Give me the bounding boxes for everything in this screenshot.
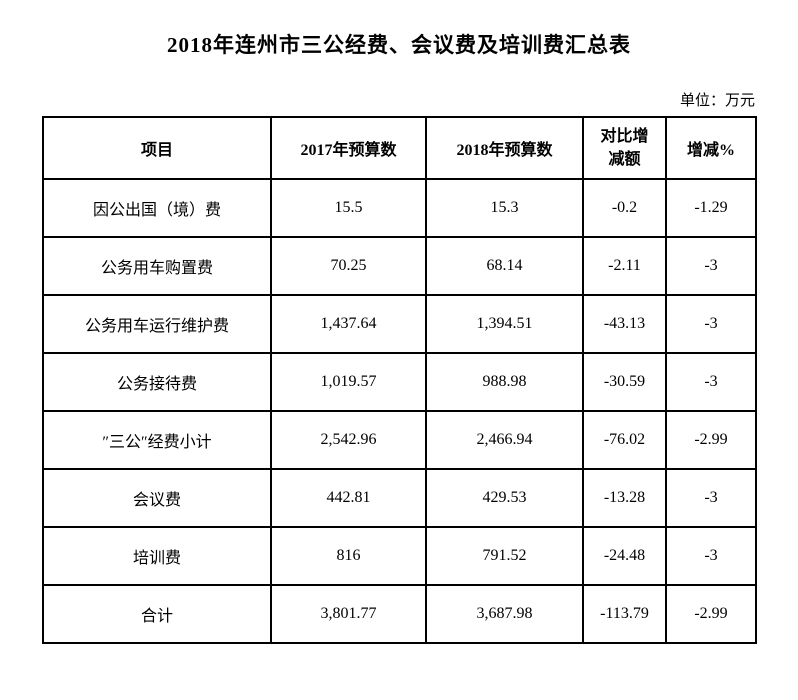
item-cell: 培训费	[42, 526, 272, 587]
item-cell: 会议费	[42, 468, 272, 529]
change-amount-cell: -113.79	[582, 584, 667, 645]
budget-2018-cell: 15.3	[425, 178, 584, 239]
change-amount-cell: -0.2	[582, 178, 667, 239]
change-pct-cell: -1.29	[665, 178, 757, 239]
summary-table: 项目 2017年预算数 2018年预算数 对比增减额 增减% 因公出国（境）费 …	[42, 116, 757, 645]
change-pct-cell: -3	[665, 294, 757, 355]
change-pct-cell: -3	[665, 468, 757, 529]
table-row: 公务用车运行维护费 1,437.64 1,394.51 -43.13 -3	[42, 294, 757, 355]
change-amount-cell: -24.48	[582, 526, 667, 587]
table-header-row: 项目 2017年预算数 2018年预算数 对比增减额 增减%	[42, 116, 757, 181]
change-amount-cell: -2.11	[582, 236, 667, 297]
table-row: 公务接待费 1,019.57 988.98 -30.59 -3	[42, 352, 757, 413]
header-cell-change-pct: 增减%	[665, 116, 757, 181]
header-cell-budget-2018: 2018年预算数	[425, 116, 584, 181]
change-amount-cell: -13.28	[582, 468, 667, 529]
budget-2018-cell: 1,394.51	[425, 294, 584, 355]
change-pct-cell: -2.99	[665, 584, 757, 645]
budget-2017-cell: 15.5	[270, 178, 427, 239]
item-cell: 因公出国（境）费	[42, 178, 272, 239]
budget-2018-cell: 429.53	[425, 468, 584, 529]
table-row: 公务用车购置费 70.25 68.14 -2.11 -3	[42, 236, 757, 297]
change-pct-cell: -3	[665, 236, 757, 297]
item-cell: 合计	[42, 584, 272, 645]
budget-2018-cell: 68.14	[425, 236, 584, 297]
budget-2017-cell: 1,019.57	[270, 352, 427, 413]
change-pct-cell: -3	[665, 352, 757, 413]
budget-2017-cell: 1,437.64	[270, 294, 427, 355]
header-cell-change-amount-label: 对比增减额	[600, 128, 649, 169]
change-pct-cell: -3	[665, 526, 757, 587]
budget-2017-cell: 70.25	[270, 236, 427, 297]
change-amount-cell: -30.59	[582, 352, 667, 413]
budget-2018-cell: 791.52	[425, 526, 584, 587]
change-pct-cell: -2.99	[665, 410, 757, 471]
change-amount-cell: -43.13	[582, 294, 667, 355]
budget-2017-cell: 442.81	[270, 468, 427, 529]
change-amount-cell: -76.02	[582, 410, 667, 471]
budget-2018-cell: 2,466.94	[425, 410, 584, 471]
table-row: 培训费 816 791.52 -24.48 -3	[42, 526, 757, 587]
unit-note: 单位：万元	[679, 93, 755, 110]
budget-2017-cell: 816	[270, 526, 427, 587]
table-row-subtotal: ″三公″经费小计 2,542.96 2,466.94 -76.02 -2.99	[42, 410, 757, 471]
budget-2018-cell: 988.98	[425, 352, 584, 413]
header-cell-change-amount: 对比增减额	[582, 116, 667, 181]
table-row: 会议费 442.81 429.53 -13.28 -3	[42, 468, 757, 529]
item-cell: 公务用车购置费	[42, 236, 272, 297]
budget-2017-cell: 3,801.77	[270, 584, 427, 645]
item-cell: 公务接待费	[42, 352, 272, 413]
header-cell-item: 项目	[42, 116, 272, 181]
budget-2017-cell: 2,542.96	[270, 410, 427, 471]
page-title: 2018年连州市三公经费、会议费及培训费汇总表	[167, 33, 631, 57]
item-cell: 公务用车运行维护费	[42, 294, 272, 355]
header-cell-budget-2017: 2017年预算数	[270, 116, 427, 181]
item-cell: ″三公″经费小计	[42, 410, 272, 471]
budget-2018-cell: 3,687.98	[425, 584, 584, 645]
table-row: 因公出国（境）费 15.5 15.3 -0.2 -1.29	[42, 178, 757, 239]
table-row-total: 合计 3,801.77 3,687.98 -113.79 -2.99	[42, 584, 757, 645]
